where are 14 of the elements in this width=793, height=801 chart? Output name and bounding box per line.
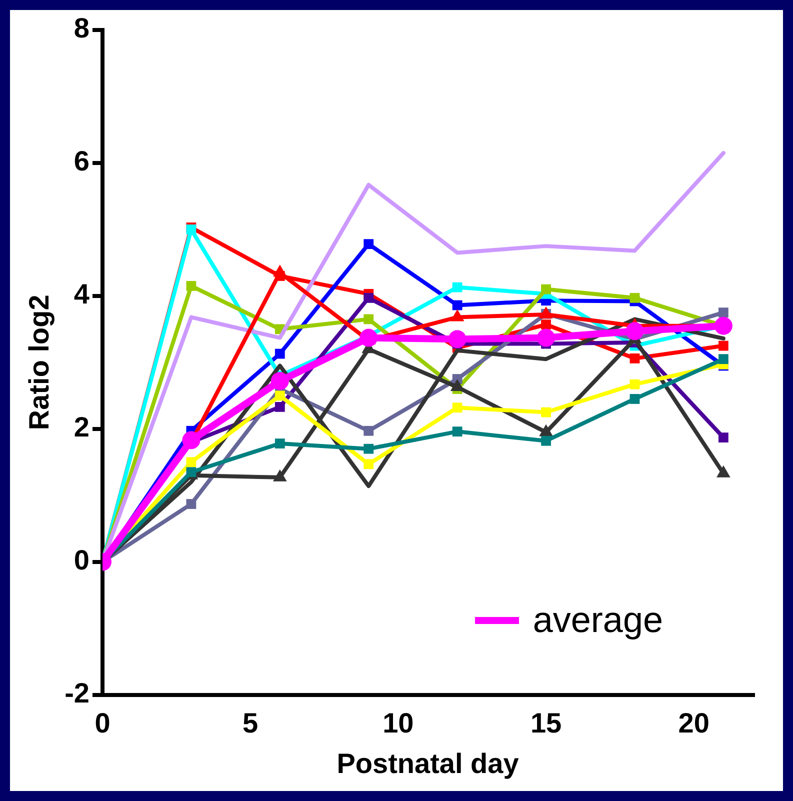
y-tick-label: 6: [74, 146, 90, 177]
y-tick-label: 0: [74, 544, 90, 576]
x-tick-label: 20: [678, 707, 710, 738]
y-tick-label: 8: [74, 12, 90, 44]
y-tick-label: 2: [74, 412, 90, 443]
x-tick-label: 0: [94, 707, 110, 738]
x-tick-label: 15: [530, 707, 562, 738]
y-tick-label: 4: [74, 278, 90, 310]
legend-label: average: [532, 599, 663, 641]
x-axis-title: Postnatal day: [336, 748, 520, 779]
x-tick-label: 10: [382, 707, 414, 738]
x-tick-label: 5: [242, 707, 258, 738]
y-tick-label: -2: [64, 678, 90, 709]
y-axis-title: Ratio log2: [24, 294, 55, 430]
